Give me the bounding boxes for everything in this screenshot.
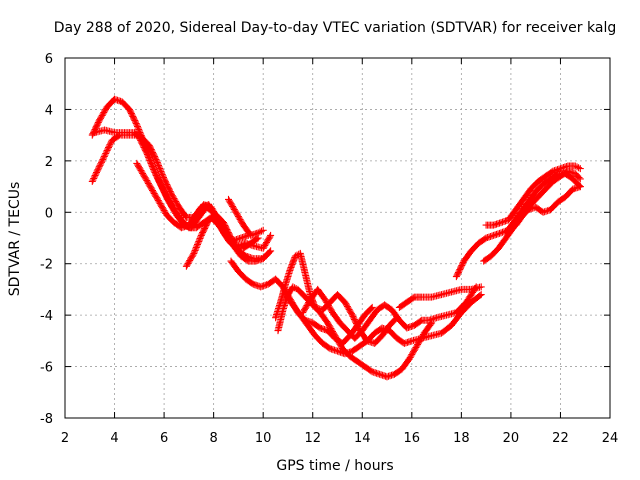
x-axis-ticks: 2 4 6 8 10 12 14 16 18 20 22 24 — [61, 58, 618, 446]
y-tick-label: 0 — [45, 206, 53, 221]
series-track-10 — [282, 291, 485, 358]
series-markers — [482, 162, 584, 229]
series-markers — [480, 183, 584, 265]
series-track-12 — [395, 283, 485, 311]
y-tick-label: 2 — [45, 155, 53, 170]
grid-lines — [65, 58, 610, 418]
series-track-14 — [480, 183, 584, 265]
chart-title: Day 288 of 2020, Sidereal Day-to-day VTE… — [54, 20, 616, 36]
x-tick-label: 2 — [61, 431, 69, 446]
series-track-9 — [274, 283, 436, 381]
x-tick-label: 14 — [354, 431, 371, 446]
series-track-2 — [91, 126, 262, 252]
plot-frame — [64, 57, 611, 419]
x-tick-label: 16 — [404, 431, 421, 446]
x-tick-label: 6 — [160, 431, 168, 446]
x-tick-label: 10 — [255, 431, 272, 446]
series-markers — [182, 211, 275, 270]
series-track-5 — [182, 211, 275, 270]
series-track-15 — [482, 162, 584, 229]
x-axis-label: GPS time / hours — [276, 458, 393, 474]
series-markers — [91, 126, 262, 252]
y-axis-ticks: -8 -6 -4 -2 0 2 4 6 — [40, 52, 610, 427]
series-markers — [274, 283, 436, 381]
series-markers — [225, 195, 267, 239]
x-tick-label: 12 — [304, 431, 321, 446]
series-track-11 — [299, 283, 480, 342]
series-markers — [299, 283, 480, 342]
data-points — [88, 95, 584, 381]
x-tick-label: 22 — [552, 431, 569, 446]
x-tick-label: 4 — [110, 431, 118, 446]
x-tick-label: 18 — [453, 431, 470, 446]
y-tick-label: -4 — [40, 309, 53, 324]
series-track-6 — [225, 195, 267, 239]
y-tick-label: -8 — [40, 412, 53, 427]
x-tick-label: 24 — [602, 431, 619, 446]
y-axis-label: SDTVAR / TECUs — [7, 182, 23, 297]
series-markers — [282, 291, 485, 358]
y-tick-label: 4 — [45, 103, 53, 118]
series-markers — [502, 170, 584, 237]
y-tick-label: -2 — [40, 258, 53, 273]
y-tick-label: 6 — [45, 52, 53, 67]
series-markers — [395, 283, 485, 311]
x-tick-label: 8 — [209, 431, 217, 446]
x-tick-label: 20 — [503, 431, 520, 446]
series-track-16 — [502, 170, 584, 237]
y-tick-label: -6 — [40, 361, 53, 376]
